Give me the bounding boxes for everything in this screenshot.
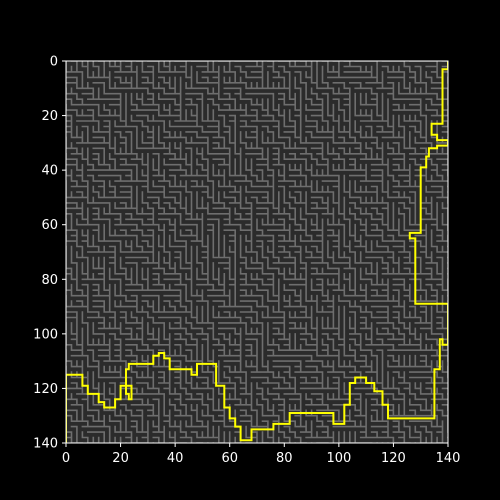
- solution-path: [66, 61, 448, 443]
- x-tick-label: 140: [436, 451, 461, 466]
- y-axis: 0 20 40 60 80 100 120 140: [33, 55, 66, 452]
- y-tick-label: 0: [50, 55, 58, 70]
- y-tick-label: 120: [33, 382, 58, 397]
- x-tick-label: 40: [167, 451, 184, 466]
- x-tick-label: 20: [112, 451, 129, 466]
- y-tick-label: 20: [41, 109, 58, 124]
- x-tick-label: 60: [221, 451, 238, 466]
- y-tick-label: 60: [41, 218, 58, 233]
- maze-image: [66, 61, 448, 443]
- plot-frame: [65, 60, 449, 444]
- y-tick-label: 100: [33, 327, 58, 342]
- y-tick-label: 80: [41, 273, 58, 288]
- y-tick-label: 140: [33, 437, 58, 452]
- x-tick-label: 0: [62, 451, 70, 466]
- y-tick-label: 40: [41, 164, 58, 179]
- x-tick-label: 80: [276, 451, 293, 466]
- x-tick-label: 100: [326, 451, 351, 466]
- x-axis: 0 20 40 60 80 100 120 140: [62, 443, 461, 466]
- x-tick-label: 120: [381, 451, 406, 466]
